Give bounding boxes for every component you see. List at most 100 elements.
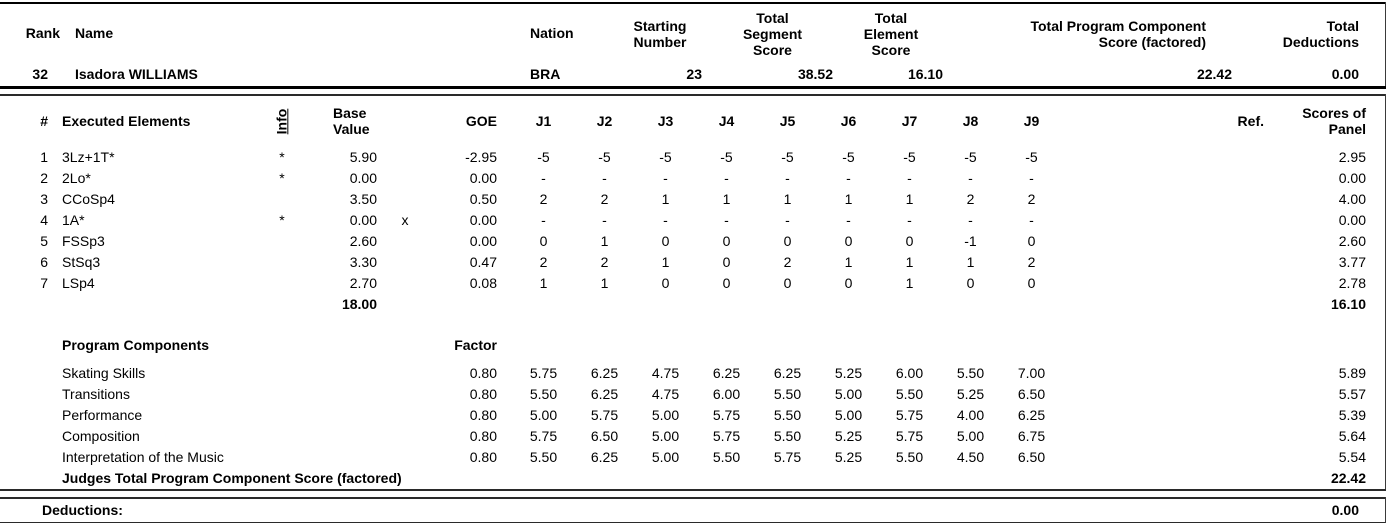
element-goe: 0.08 [421, 273, 513, 294]
element-number: 7 [0, 273, 48, 294]
judge-score-j4: 0 [696, 231, 757, 252]
element-name: 3Lz+1T* [48, 147, 263, 168]
elements-header-j7: J7 [879, 95, 940, 147]
judge-score-j5: -5 [757, 147, 818, 168]
judge-score-j9: 0 [1001, 273, 1062, 294]
element-info: * [263, 210, 301, 231]
judge-score-j2: - [574, 168, 635, 189]
component-judge-score-j7: 5.50 [879, 447, 940, 468]
summary-header-total-pcs: Total Program Component Score (factored) [947, 3, 1234, 63]
element-info [263, 231, 301, 252]
judge-score-j3: -5 [635, 147, 696, 168]
element-panel-score: 0.00 [1278, 168, 1386, 189]
skater-name: Isadora WILLIAMS [62, 63, 525, 87]
component-row: Composition 0.80 5.75 6.50 5.00 5.75 5.5… [0, 426, 1386, 447]
component-panel-score: 5.39 [1278, 405, 1386, 426]
component-judge-score-j8: 5.50 [940, 363, 1001, 384]
component-judge-score-j5: 5.50 [757, 405, 818, 426]
judges-total-label: Judges Total Program Component Score (fa… [48, 468, 1278, 490]
component-judge-score-j4: 5.50 [696, 447, 757, 468]
component-panel-score: 5.89 [1278, 363, 1386, 384]
judge-score-j6: 0 [818, 231, 879, 252]
component-judge-score-j3: 4.75 [635, 363, 696, 384]
judge-score-j9: - [1001, 210, 1062, 231]
component-row: Interpretation of the Music 0.80 5.50 6.… [0, 447, 1386, 468]
factor-label: Factor [421, 335, 513, 356]
elements-header-row: # Executed Elements Info Base Value GOE … [0, 95, 1386, 147]
summary-header-rank: Rank [0, 3, 62, 63]
judge-score-j4: 0 [696, 273, 757, 294]
component-judge-score-j9: 6.50 [1001, 447, 1062, 468]
element-info: * [263, 168, 301, 189]
judge-score-j5: - [757, 210, 818, 231]
component-judge-score-j2: 6.25 [574, 363, 635, 384]
component-judge-score-j2: 6.50 [574, 426, 635, 447]
element-number: 4 [0, 210, 48, 231]
element-info [263, 252, 301, 273]
result-summary-table: Rank Name Nation Starting Number Total S… [0, 2, 1386, 89]
judge-score-j8: 2 [940, 189, 1001, 210]
spacer-row [0, 356, 1386, 363]
judges-total-row: Judges Total Program Component Score (fa… [0, 468, 1386, 490]
judge-score-j4: 1 [696, 189, 757, 210]
element-base-value: 2.60 [301, 231, 389, 252]
judge-score-j3: 0 [635, 231, 696, 252]
component-name: Performance [48, 405, 421, 426]
summary-header-total-element-score: Total Element Score [835, 3, 947, 63]
component-judge-score-j9: 7.00 [1001, 363, 1062, 384]
component-judge-score-j4: 6.25 [696, 363, 757, 384]
component-name: Interpretation of the Music [48, 447, 421, 468]
judge-score-j9: -5 [1001, 147, 1062, 168]
component-judge-score-j3: 5.00 [635, 405, 696, 426]
element-goe: 0.50 [421, 189, 513, 210]
component-judge-score-j3: 5.00 [635, 426, 696, 447]
judge-score-j5: 0 [757, 231, 818, 252]
judge-score-j2: 1 [574, 231, 635, 252]
component-judge-score-j5: 6.25 [757, 363, 818, 384]
judge-score-j4: - [696, 168, 757, 189]
element-ref [1062, 231, 1278, 252]
element-number: 2 [0, 168, 48, 189]
element-panel-score: 2.60 [1278, 231, 1386, 252]
total-base-value: 18.00 [301, 294, 389, 315]
element-row: 4 1A* * 0.00 x 0.00 - - - - - - - - - 0.… [0, 210, 1386, 231]
judge-score-j3: - [635, 210, 696, 231]
judge-score-j7: 0 [879, 231, 940, 252]
judge-score-j3: - [635, 168, 696, 189]
judge-score-j1: - [513, 210, 574, 231]
component-judge-score-j6: 5.25 [818, 426, 879, 447]
elements-header-j2: J2 [574, 95, 635, 147]
component-judge-score-j8: 4.50 [940, 447, 1001, 468]
summary-header-name: Name [62, 3, 525, 63]
judge-score-j5: 1 [757, 189, 818, 210]
summary-header-total-segment-score: Total Segment Score [710, 3, 835, 63]
element-panel-score: 2.95 [1278, 147, 1386, 168]
element-number: 3 [0, 189, 48, 210]
element-name: 2Lo* [48, 168, 263, 189]
component-factor: 0.80 [421, 384, 513, 405]
elements-header-j5: J5 [757, 95, 818, 147]
component-judge-score-j6: 5.25 [818, 363, 879, 384]
judge-score-j7: 1 [879, 189, 940, 210]
element-name: FSSp3 [48, 231, 263, 252]
element-row: 2 2Lo* * 0.00 0.00 - - - - - - - - - 0.0… [0, 168, 1386, 189]
element-base-value: 5.90 [301, 147, 389, 168]
judge-score-j2: - [574, 210, 635, 231]
component-name: Skating Skills [48, 363, 421, 384]
judge-score-j9: - [1001, 168, 1062, 189]
element-info [263, 189, 301, 210]
elements-header-j9: J9 [1001, 95, 1062, 147]
skater-result-row: 32 Isadora WILLIAMS BRA 23 38.52 16.10 2… [0, 63, 1386, 87]
element-base-value: 0.00 [301, 168, 389, 189]
judge-score-j6: 0 [818, 273, 879, 294]
component-judge-score-j9: 6.75 [1001, 426, 1062, 447]
component-judge-score-j1: 5.00 [513, 405, 574, 426]
element-base-value: 2.70 [301, 273, 389, 294]
component-panel-score: 5.64 [1278, 426, 1386, 447]
component-judge-score-j2: 6.25 [574, 384, 635, 405]
element-x-credit: x [389, 210, 421, 231]
judge-score-j8: -5 [940, 147, 1001, 168]
elements-header-scores-of-panel: Scores of Panel [1278, 95, 1386, 147]
component-judge-score-j8: 5.25 [940, 384, 1001, 405]
element-ref [1062, 252, 1278, 273]
